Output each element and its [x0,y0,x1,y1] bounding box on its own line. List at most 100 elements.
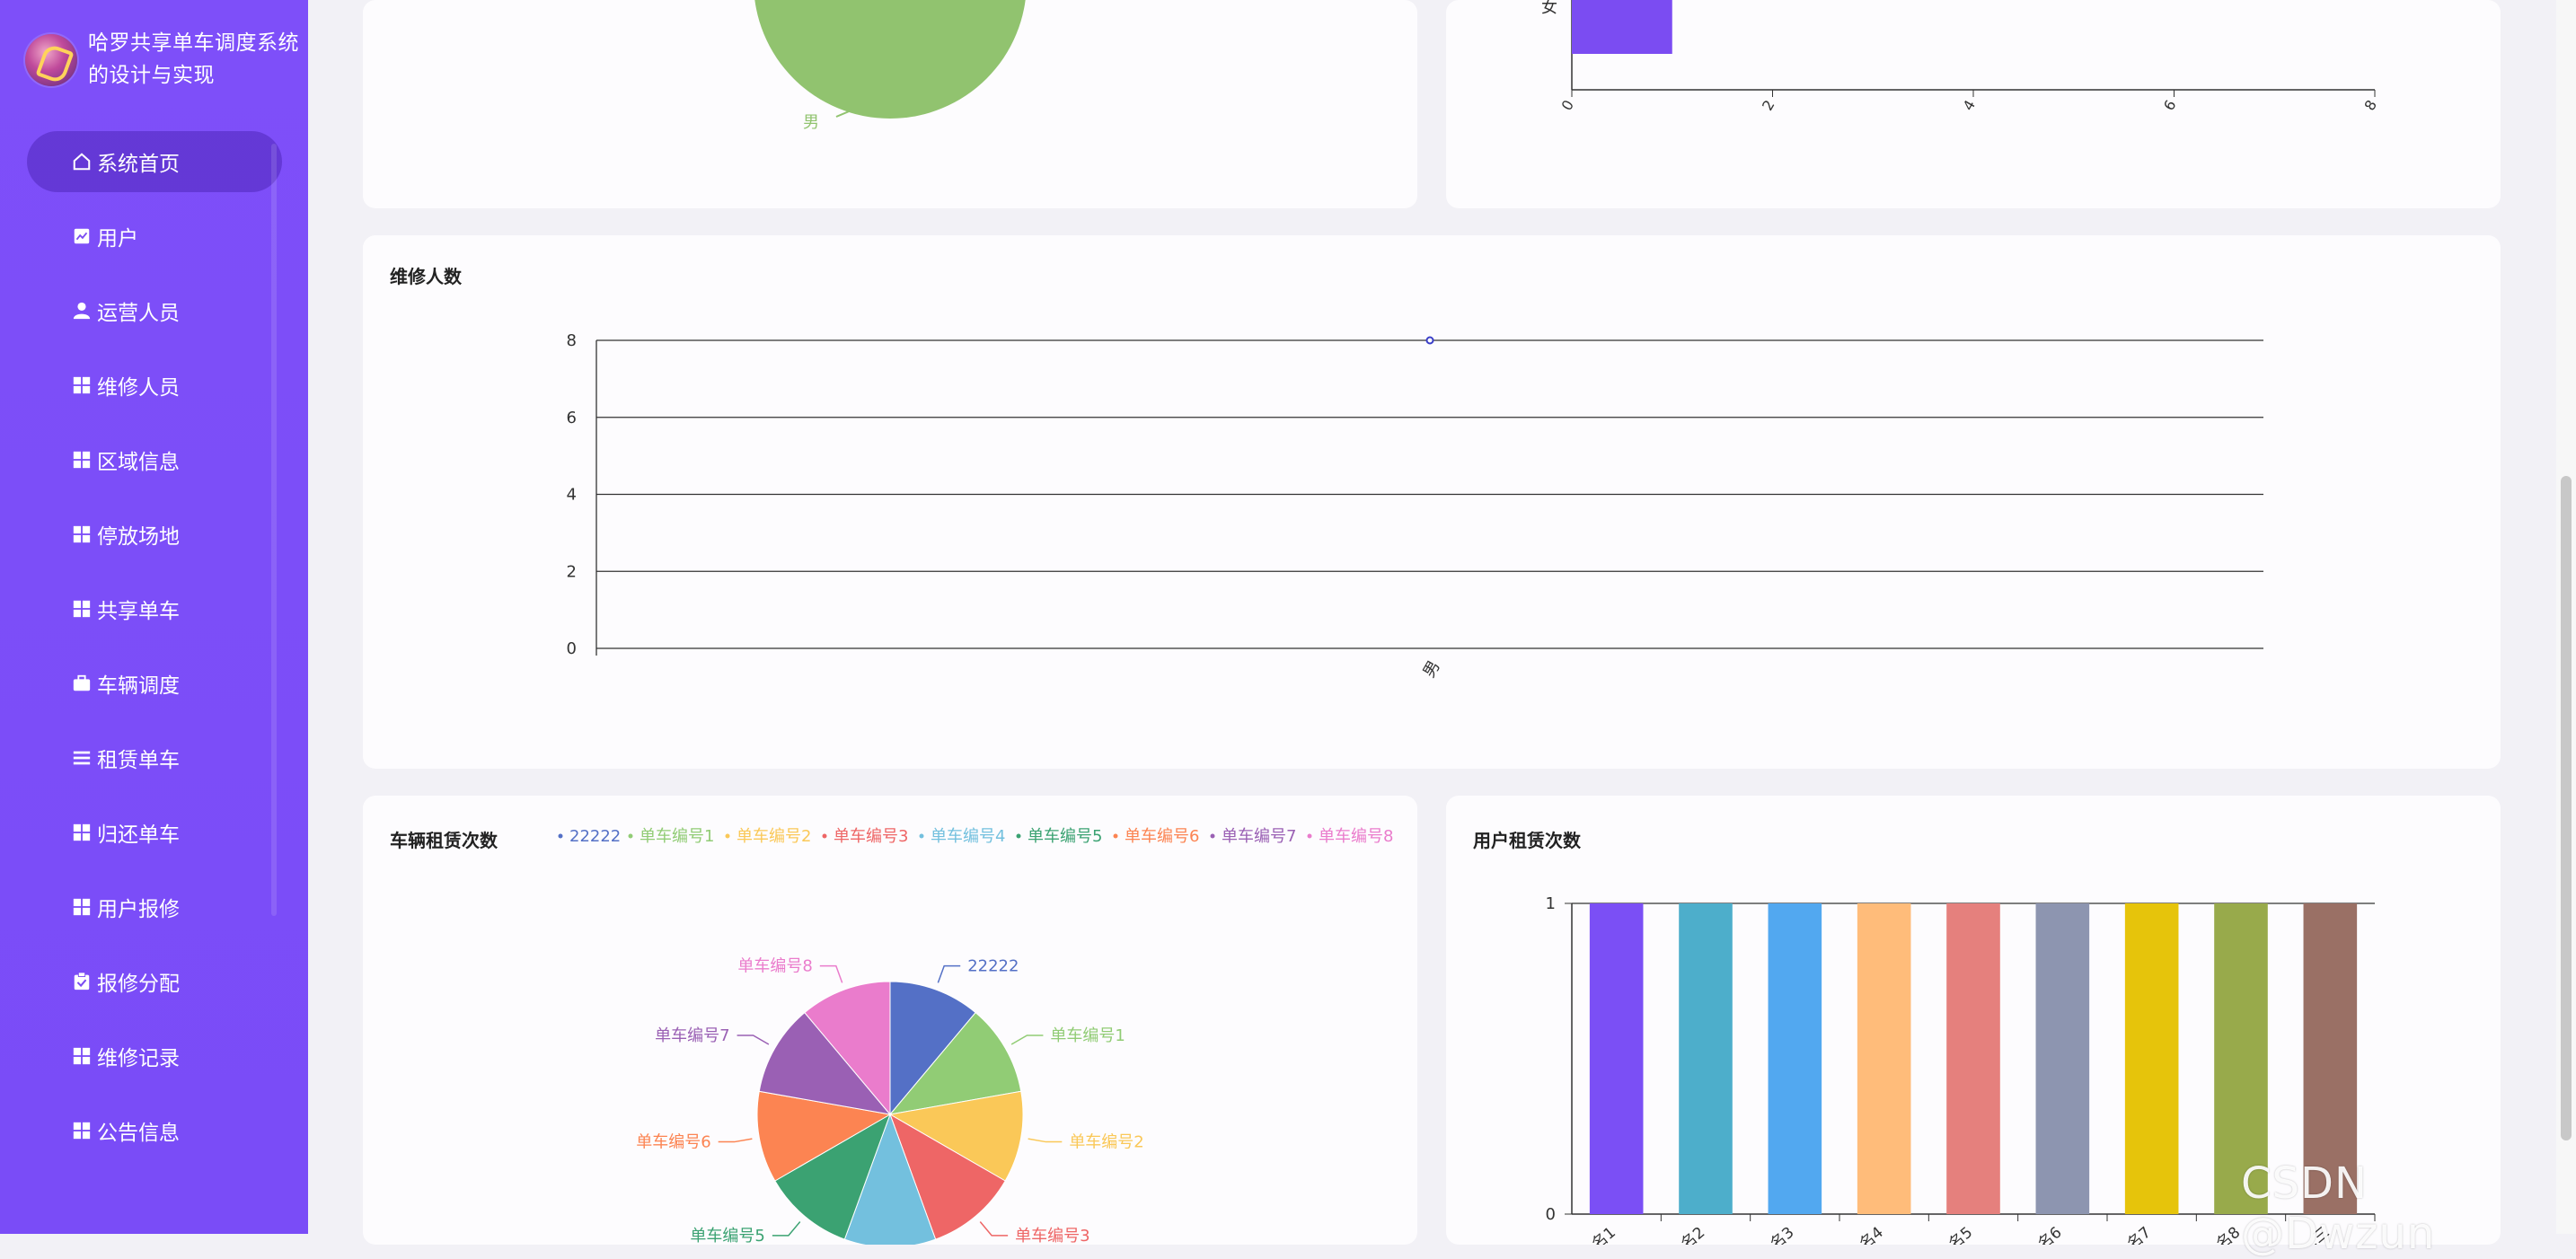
app-title: 哈罗共享单车调度系统的设计与实现 [88,31,299,87]
pie-slice [889,981,976,1116]
pie-label-line [718,1138,753,1143]
x-tick-label: …名5 [1934,1224,1976,1245]
sidebar-item-label: 用户报修 [97,898,180,921]
y-tick-label: 女 [1541,0,1557,17]
user-rental-title: 用户租赁次数 [1473,830,1581,851]
legend-marker [628,833,633,839]
sidebar-item-5[interactable]: 区域信息 [27,429,282,490]
grid-icon [72,1121,92,1140]
pie-label-line [1028,1138,1063,1143]
y-tick-label: 1 [1546,894,1556,913]
grid-icon [72,823,92,842]
legend-label: 单车编号3 [834,827,908,846]
x-tick-label: 6 [2160,97,2180,113]
legend-marker [725,833,730,839]
sidebar-item-label: 归还单车 [97,823,180,847]
sidebar-item-7[interactable]: 共享单车 [27,578,282,639]
sidebar-item-11[interactable]: 用户报修 [27,876,282,938]
x-tick-label: 男 [1420,657,1444,681]
gender-pie-card: 男 [363,0,1417,208]
grid-icon [72,599,92,619]
vehicle-rental-chart: 22222 单车编号1 单车编号2 单车编号3 单车编号4 单车编号5 单车编号6 单车编号7… [558,827,1393,1245]
app-brand: 哈罗共享单车调度系统的设计与实现 [25,27,299,90]
pie-slice-label: 单车编号1 [1050,1026,1125,1045]
bar [1679,903,1733,1214]
y-tick-label: 8 [567,331,577,350]
page-scrollbar-thumb[interactable] [2561,476,2572,1140]
x-tick-label: …名6 [2023,1224,2065,1245]
sidebar-item-1[interactable]: 系统首页 [27,131,282,192]
pie-label-line [819,964,843,983]
x-tick-label: …名7 [2113,1224,2155,1245]
sidebar-item-label: 租赁单车 [97,749,180,772]
sidebar-item-13[interactable]: 维修记录 [27,1026,282,1087]
legend-marker [1210,833,1215,839]
pie-label-line [737,1034,770,1045]
vehicle-rental-card: 车辆租赁次数 22222 单车编号1 单车编号2 单车编号3 单车编号4 单车编号5 单车编… [363,796,1417,1245]
line-point [1425,336,1434,345]
pie-label-line [937,964,961,983]
y-tick-label: 0 [567,639,577,658]
pie-slice-label: 单车编号7 [655,1026,729,1045]
x-tick-label: …名8 [2201,1224,2244,1245]
sidebar-item-14[interactable]: 公告信息 [27,1100,282,1161]
sidebar-item-2[interactable]: 用户 [27,206,282,267]
legend-marker [919,833,924,839]
legend-label: 单车编号1 [640,827,714,846]
list-icon [72,748,92,768]
grid-icon [72,897,92,917]
sidebar-item-3[interactable]: 运营人员 [27,280,282,341]
pie-slice [756,1090,892,1182]
legend-label: 22222 [569,827,621,846]
pie-slice-label: 单车编号3 [1015,1227,1090,1245]
sidebar-nav: 系统首页用户运营人员维修人员区域信息停放场地共享单车车辆调度租赁单车归还单车用户… [0,131,308,1175]
page-scrollbar[interactable] [2556,0,2576,1234]
bar [1857,903,1911,1214]
briefcase-icon [72,674,92,693]
sidebar-item-label: 维修人员 [97,376,180,400]
legend-label: 单车编号7 [1222,827,1296,846]
chart-icon [72,226,92,246]
bar [1572,0,1672,54]
repair-count-card: 维修人数 0 2 4 6 8 男 [363,235,2501,769]
y-tick-label: 0 [1546,1205,1556,1224]
bar [2124,903,2179,1214]
pie-slice [758,1011,892,1115]
pie-slice-label: 22222 [967,957,1019,976]
grid-icon [72,1046,92,1066]
home-icon [72,152,92,172]
legend-label: 单车编号2 [737,827,811,846]
pie-slice [754,0,1026,119]
user-rental-card: 用户租赁次数 0 1 …名1 …名2 …名3 …名4 …名5 …名6 …名7 …名8 …三 [1446,796,2501,1245]
repair-count-title: 维修人数 [390,266,462,287]
sidebar-item-8[interactable]: 车辆调度 [27,653,282,714]
sidebar-item-label: 运营人员 [97,302,180,325]
pie-slice [804,981,891,1116]
sidebar-item-12[interactable]: 报修分配 [27,951,282,1012]
person-icon [72,301,92,321]
sidebar-item-label: 车辆调度 [97,674,180,698]
y-tick-label: 2 [567,562,577,581]
sidebar: 哈罗共享单车调度系统的设计与实现 系统首页用户运营人员维修人员区域信息停放场地共… [0,0,308,1234]
pie-slice-label: 男 [803,113,819,132]
legend-label: 单车编号5 [1028,827,1102,846]
gender-bar-chart: 女 0 2 4 6 8 [1541,0,2380,113]
sidebar-item-label: 共享单车 [97,600,180,623]
legend-marker [822,833,827,839]
bar [1946,903,2000,1214]
sidebar-item-9[interactable]: 租赁单车 [27,727,282,788]
sidebar-item-label: 系统首页 [97,153,180,176]
x-tick-label: 0 [1557,97,1577,113]
user-rental-chart: 01…名1 …名2 …名3 …名4 …名5 …名6 …名7 …名8 …三 [1546,894,2376,1245]
pie-label-line [1010,1034,1044,1045]
sidebar-item-4[interactable]: 维修人员 [27,355,282,416]
sidebar-item-10[interactable]: 归还单车 [27,802,282,863]
grid-icon [72,375,92,395]
bar [2303,903,2358,1214]
logo-icon [25,34,77,86]
x-tick-label: …名3 [1755,1224,1797,1245]
bar [1589,903,1644,1214]
sidebar-item-6[interactable]: 停放场地 [27,504,282,565]
sidebar-scrollbar[interactable] [271,144,277,916]
sidebar-item-label: 用户 [97,227,138,251]
